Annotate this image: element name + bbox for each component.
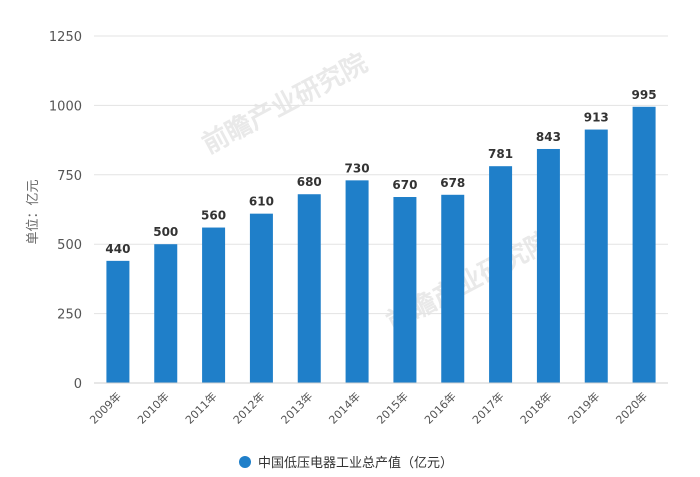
bar (584, 129, 608, 383)
y-tick-label: 750 (57, 169, 82, 184)
x-axis-ticks: 2009年 2010年 2011年 2012年 2013年 2014年 2015年 2016年… (87, 389, 651, 426)
y-axis-label: 单位：亿元 (26, 179, 41, 244)
data-label: 913 (584, 111, 609, 125)
watermark: 前瞻产业研究院 (197, 47, 372, 160)
y-tick-label: 1000 (49, 99, 82, 114)
data-label: 995 (632, 88, 657, 102)
y-tick-label: 500 (57, 238, 82, 253)
y-tick-label: 1250 (49, 30, 82, 45)
x-tick-label: 2013年 (278, 389, 315, 426)
data-label: 843 (536, 130, 561, 144)
legend-label: 中国低压电器工业总产值（亿元） (258, 455, 453, 471)
legend-marker (239, 456, 251, 468)
data-label: 560 (201, 209, 226, 223)
bar (249, 213, 273, 383)
bar (489, 166, 513, 383)
x-tick-label: 2018年 (517, 389, 554, 426)
y-tick-label: 0 (74, 377, 82, 392)
x-tick-label: 2015年 (374, 389, 411, 426)
data-label: 670 (392, 178, 417, 192)
y-tick-label: 250 (57, 308, 82, 323)
bar (632, 106, 656, 384)
x-tick-label: 2017年 (469, 389, 506, 426)
x-tick-label: 2010年 (134, 389, 171, 426)
bar (202, 227, 226, 383)
bar (154, 244, 178, 383)
data-label: 440 (105, 242, 130, 256)
data-label: 678 (440, 176, 465, 190)
x-tick-label: 2019年 (565, 389, 602, 426)
x-tick-label: 2009年 (87, 389, 124, 426)
data-label: 781 (488, 147, 513, 161)
data-labels: 440 500 560 610 680 730 670 678 781 843 913 995 (105, 88, 656, 256)
x-tick-label: 2011年 (182, 389, 219, 426)
data-label: 730 (345, 161, 370, 175)
bar (441, 194, 465, 383)
grid-lines (94, 35, 668, 315)
data-label: 610 (249, 195, 274, 209)
data-label: 500 (153, 225, 178, 239)
x-tick-label: 2012年 (230, 389, 267, 426)
x-tick-label: 2014年 (326, 389, 363, 426)
legend: 中国低压电器工业总产值（亿元） (239, 455, 453, 471)
bars (106, 106, 656, 384)
data-label: 680 (297, 175, 322, 189)
bar (345, 180, 369, 383)
bar (297, 194, 321, 383)
y-axis-ticks: 0 250 500 750 1000 1250 (49, 30, 82, 392)
bar (393, 197, 417, 383)
bar (106, 260, 130, 383)
bar (536, 148, 560, 383)
x-tick-label: 2016年 (421, 389, 458, 426)
x-tick-label: 2020年 (613, 389, 650, 426)
